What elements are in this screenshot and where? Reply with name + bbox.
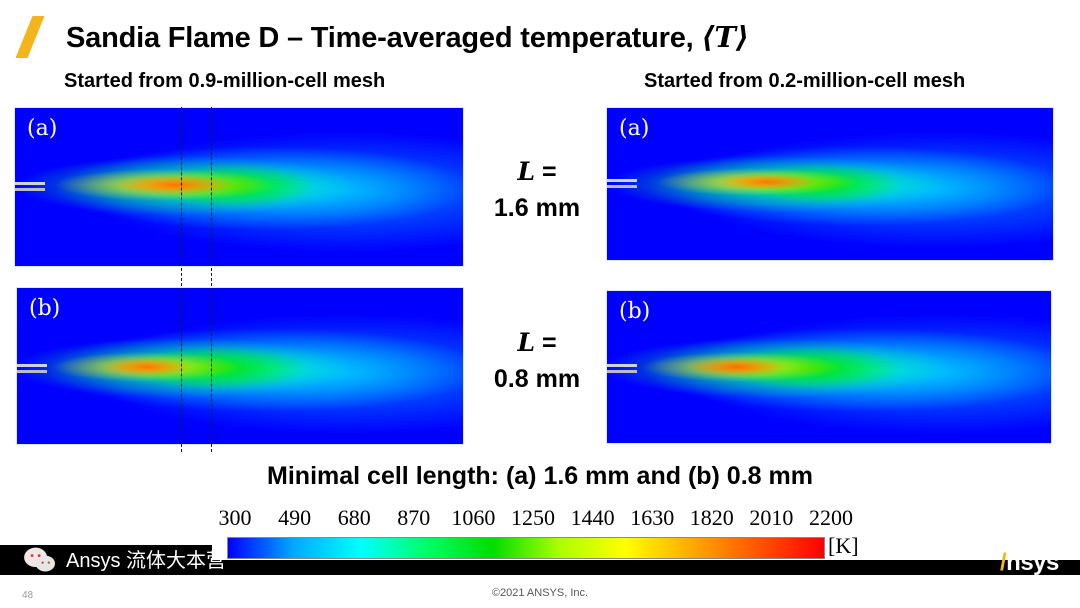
colorbar-tick-label: 1630: [630, 505, 675, 530]
left-column-heading: Started from 0.9-million-cell mesh: [64, 70, 386, 92]
colorbar: [227, 537, 825, 559]
flame-contour: [15, 108, 463, 266]
contour-panel-left-b: (b): [16, 287, 464, 445]
flame-contour: [17, 288, 463, 444]
panel-label: (b): [29, 296, 61, 321]
colorbar-tick-label: 2200: [809, 505, 853, 530]
nozzle: [607, 185, 637, 188]
flame-contour: [607, 108, 1053, 260]
colorbar-tick-label: 1440: [570, 505, 615, 530]
right-column-heading: Started from 0.2-million-cell mesh: [644, 70, 966, 92]
row-label-b: L = 0.8 mm: [472, 325, 602, 397]
copyright: ©2021 ANSYS, Inc.: [491, 587, 589, 599]
nozzle: [17, 370, 47, 373]
length-value: 0.8 mm: [493, 365, 581, 393]
wechat-watermark: Ansys 流体大本营: [66, 550, 227, 572]
colorbar-tick-label: 490: [278, 505, 312, 530]
slide-title: Sandia Flame D – Time-averaged temperatu…: [66, 20, 749, 55]
wechat-icon: [24, 547, 55, 572]
equals-sign: =: [535, 158, 557, 186]
contour-panel-left-a: (a): [14, 107, 464, 267]
colorbar-tick-label: 1820: [689, 505, 734, 530]
title-math: ⟨T⟩: [701, 20, 749, 54]
contour-panel-right-a: (a): [606, 107, 1054, 261]
colorbar-tick-label: 1060: [451, 505, 496, 530]
colorbar-tick-label: 1250: [511, 505, 555, 530]
panel-label: (b): [619, 299, 651, 324]
nozzle: [607, 364, 637, 367]
ansys-logo: /nsys: [1000, 549, 1059, 576]
title-text: Sandia Flame D – Time-averaged temperatu…: [66, 22, 702, 54]
row-label-a: L = 1.6 mm: [472, 154, 602, 226]
nozzle: [17, 364, 47, 367]
panel-label: (a): [619, 116, 650, 141]
panel-label: (a): [27, 116, 58, 141]
colorbar-unit: [K]: [828, 533, 859, 558]
length-symbol: L: [517, 328, 536, 357]
colorbar-tick-label: 300: [218, 505, 252, 530]
reference-dashed-line: [181, 107, 182, 452]
flame-contour: [607, 291, 1051, 443]
colorbar-tick-label: 2010: [749, 505, 794, 530]
reference-dashed-line: [211, 107, 212, 452]
nozzle: [607, 370, 637, 373]
length-value: 1.6 mm: [493, 194, 581, 222]
contour-panel-right-b: (b): [606, 290, 1052, 444]
nozzle: [15, 188, 45, 191]
colorbar-tick-label: 870: [397, 505, 431, 530]
colorbar-ticks: 300 490 680 870 1060 1250 1440 1630 1820 2010 2200: [213, 505, 854, 533]
footer-bar: [212, 560, 1080, 575]
title-accent-slash: [15, 16, 45, 58]
colorbar-tick-label: 680: [337, 505, 371, 530]
page-number: 48: [22, 590, 34, 601]
caption: Minimal cell length: (a) 1.6 mm and (b) …: [267, 462, 813, 490]
length-symbol: L: [517, 157, 536, 186]
nozzle: [607, 179, 637, 182]
nozzle: [15, 182, 45, 185]
equals-sign: =: [535, 329, 557, 357]
